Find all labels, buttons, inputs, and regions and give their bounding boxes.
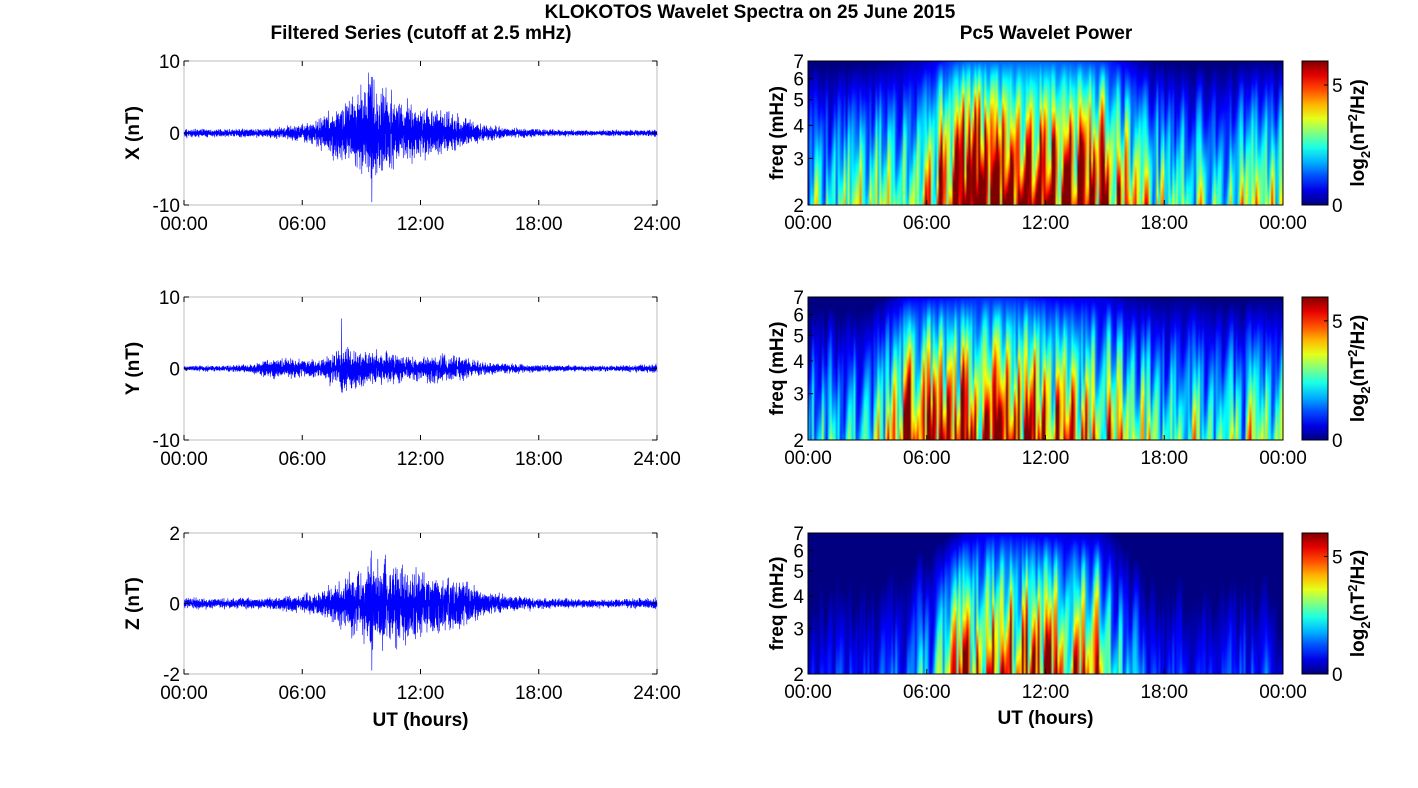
x-tick-label: 00:00 [784, 448, 832, 469]
signal-trace-filtered-z [183, 550, 658, 671]
y-tick-label: -10 [153, 431, 180, 452]
y-tick-label: 2 [793, 196, 804, 217]
x-tick-label: 18:00 [1140, 448, 1188, 469]
y-axis-label: Y (nT) [123, 342, 144, 395]
x-tick-label: 18:00 [1140, 682, 1188, 703]
y-tick-label: 6 [793, 70, 804, 91]
colorbar-tick-label: 0 [1332, 431, 1343, 452]
x-tick-label: 18:00 [515, 214, 563, 235]
x-tick-label: 06:00 [903, 448, 951, 469]
x-tick-label: 00:00 [1259, 213, 1307, 234]
y-tick-label: 5 [793, 91, 804, 112]
wavelet-power-heatmap-wavelet-z [808, 533, 1283, 674]
y-tick-label: 2 [793, 431, 804, 452]
signal-trace-filtered-y [183, 318, 658, 393]
y-tick-label: 0 [169, 124, 180, 145]
x-tick-label: 24:00 [633, 683, 681, 704]
timeseries-panel-filtered-z: 2 0 -200:00 06:00 12:00 18:00 24:00 Z (nT) UT (h… [123, 524, 681, 731]
x-tick-label: 00:00 [1259, 682, 1307, 703]
y-tick-label: 4 [793, 116, 804, 137]
y-tick-label: 10 [159, 288, 180, 309]
y-tick-label: 0 [169, 595, 180, 616]
colorbar-scale [1301, 60, 1329, 206]
wavelet-power-heatmap-wavelet-x [808, 61, 1283, 205]
y-tick-label: 7 [793, 52, 804, 73]
x-axis-label: UT (hours) [372, 710, 468, 731]
y-tick-label: 7 [793, 288, 804, 309]
y-axis-label: Z (nT) [123, 577, 144, 630]
y-tick-label: -10 [153, 196, 180, 217]
y-tick-label: 4 [793, 587, 804, 608]
y-tick-label: 6 [793, 306, 804, 327]
x-tick-label: 06:00 [903, 213, 951, 234]
colorbar-scale [1301, 532, 1329, 675]
y-tick-label: 5 [793, 326, 804, 347]
x-tick-label: 00:00 [1259, 448, 1307, 469]
x-tick-label: 06:00 [278, 214, 326, 235]
colorbar-tick-label: 5 [1332, 76, 1343, 97]
y-tick-label: 5 [793, 562, 804, 583]
x-tick-label: 06:00 [903, 682, 951, 703]
x-tick-label: 06:00 [278, 683, 326, 704]
x-tick-label: 24:00 [633, 449, 681, 470]
x-tick-label: 00:00 [160, 449, 208, 470]
colorbar-label: log2(nT2/Hz) [1345, 79, 1373, 186]
x-tick-label: 00:00 [160, 214, 208, 235]
y-tick-label: 3 [793, 149, 804, 170]
y-tick-label: 0 [169, 360, 180, 381]
x-tick-label: 00:00 [784, 213, 832, 234]
x-tick-label: 18:00 [1140, 213, 1188, 234]
x-tick-label: 12:00 [397, 449, 445, 470]
x-axis-label: UT (hours) [997, 708, 1093, 729]
colorbar-tick-label: 0 [1332, 665, 1343, 686]
y-tick-label: 10 [159, 52, 180, 73]
y-axis-label: freq (mHz) [767, 86, 788, 180]
signal-trace-filtered-x [183, 72, 658, 203]
colorbar-tick-label: 0 [1332, 196, 1343, 217]
right-column-title: Pc5 Wavelet Power [960, 23, 1133, 44]
y-axis-label: freq (mHz) [767, 322, 788, 416]
x-tick-label: 12:00 [1022, 448, 1070, 469]
x-tick-label: 12:00 [397, 683, 445, 704]
colorbar-label: log2(nT2/Hz) [1345, 315, 1373, 422]
y-tick-label: -2 [163, 665, 180, 686]
y-axis-label: X (nT) [123, 106, 144, 160]
y-tick-label: 4 [793, 352, 804, 373]
colorbar-label: log2(nT2/Hz) [1345, 550, 1373, 657]
colorbar-tick-label: 5 [1332, 312, 1343, 333]
x-tick-label: 18:00 [515, 449, 563, 470]
x-tick-label: 00:00 [160, 683, 208, 704]
y-tick-label: 7 [793, 524, 804, 545]
x-tick-label: 12:00 [1022, 213, 1070, 234]
figure-title: KLOKOTOS Wavelet Spectra on 25 June 2015 [545, 2, 956, 23]
x-tick-label: 12:00 [1022, 682, 1070, 703]
left-column-title: Filtered Series (cutoff at 2.5 mHz) [271, 23, 572, 44]
x-tick-label: 18:00 [515, 683, 563, 704]
y-axis-label: freq (mHz) [767, 557, 788, 651]
y-tick-label: 2 [793, 665, 804, 686]
x-tick-label: 24:00 [633, 214, 681, 235]
y-tick-label: 6 [793, 541, 804, 562]
x-tick-label: 00:00 [784, 682, 832, 703]
wavelet-power-heatmap-wavelet-y [808, 297, 1283, 440]
y-tick-label: 2 [169, 524, 180, 545]
x-tick-label: 06:00 [278, 449, 326, 470]
colorbar-scale [1301, 296, 1329, 441]
y-tick-label: 3 [793, 619, 804, 640]
colorbar-tick-label: 5 [1332, 548, 1343, 569]
y-tick-label: 3 [793, 385, 804, 406]
x-tick-label: 12:00 [397, 214, 445, 235]
